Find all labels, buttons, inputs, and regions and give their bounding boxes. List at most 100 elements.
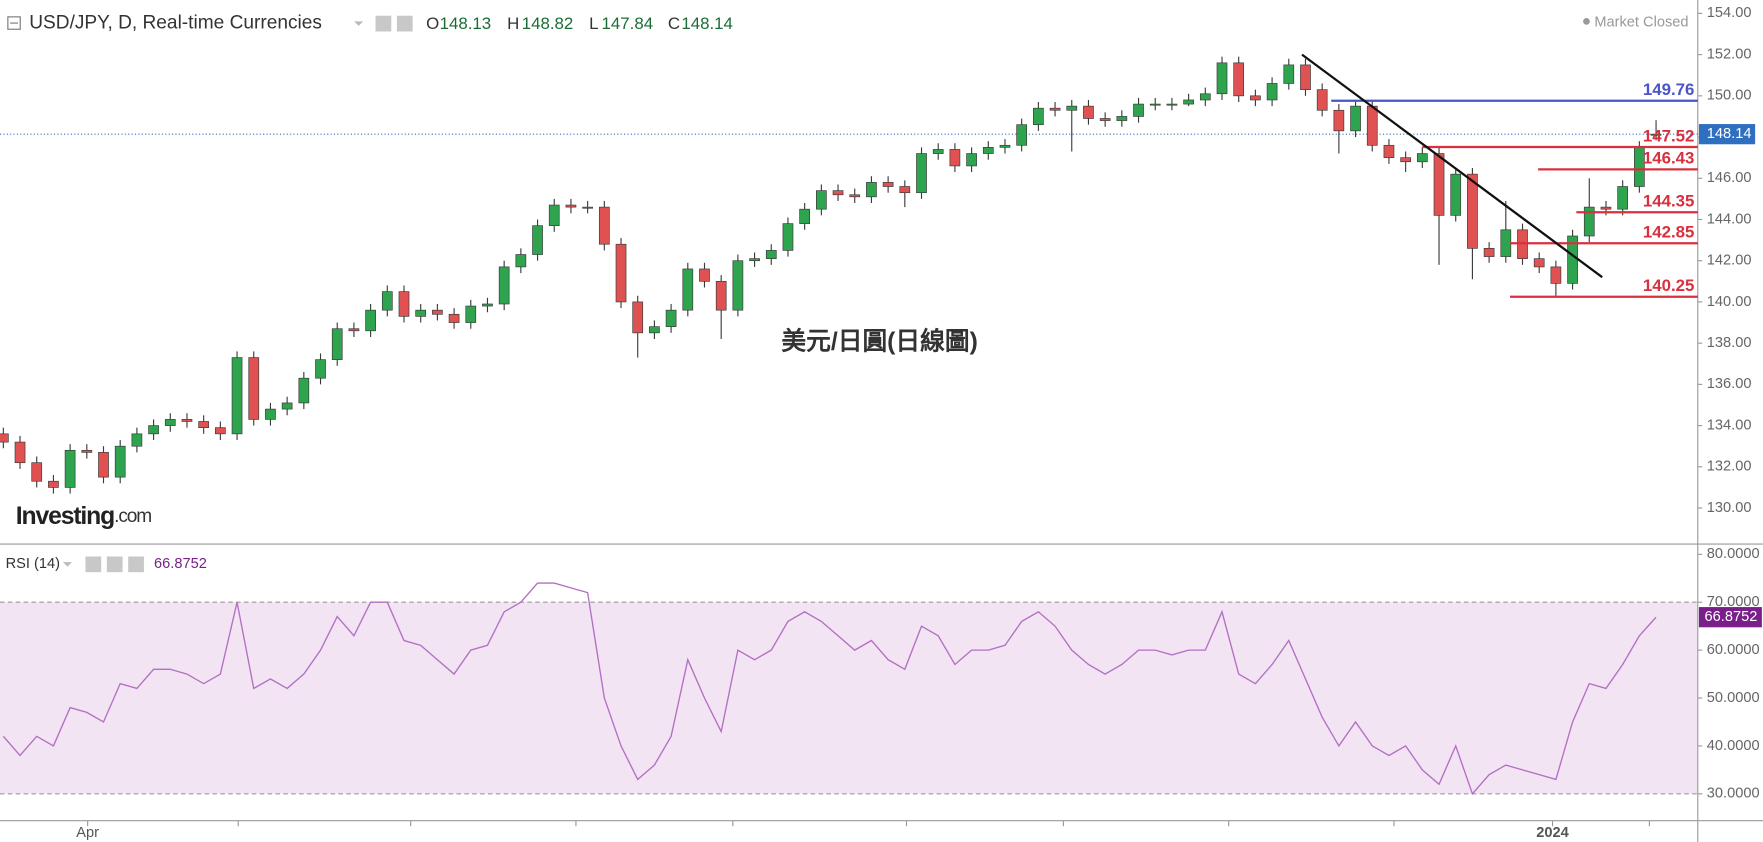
- last-price-tag-label: 148.14: [1707, 126, 1752, 142]
- y-tick-label: 146.00: [1707, 170, 1752, 186]
- candle-body: [365, 309, 376, 332]
- candle-body: [1617, 186, 1629, 210]
- visibility-icon[interactable]: [375, 15, 392, 32]
- y-tick-label: 136.00: [1707, 376, 1752, 392]
- ohlc-readout: O 148.13 H 148.82 L 147.84 C 148.14: [426, 14, 733, 33]
- candle-body: [832, 190, 844, 196]
- candle-body: [114, 445, 126, 478]
- candle-body: [415, 309, 427, 317]
- candle-body: [1500, 229, 1512, 257]
- candle-body: [1016, 124, 1028, 146]
- trend-line: [1301, 53, 1603, 279]
- candle-body: [749, 258, 760, 262]
- status-dot: [1583, 17, 1590, 25]
- candle-body: [1316, 89, 1328, 111]
- candle-body: [816, 190, 827, 210]
- y-tick-label: 132.00: [1707, 459, 1752, 475]
- candle-body: [81, 449, 93, 453]
- level-label: 147.52: [1643, 126, 1695, 145]
- candle-body: [98, 452, 109, 478]
- candle-body: [181, 419, 193, 422]
- y-tick-label: 130.00: [1707, 500, 1752, 516]
- candle-body: [1650, 133, 1662, 136]
- rsi-tick-label: 50.0000: [1707, 690, 1760, 706]
- rsi-line: [2, 582, 1657, 796]
- level-label: 140.25: [1643, 276, 1695, 295]
- candle-body: [164, 419, 176, 426]
- title-dropdown[interactable]: [354, 21, 364, 26]
- rsi-current-value: 66.8752: [154, 556, 207, 572]
- ohlc-label: H: [507, 14, 519, 33]
- candle-body: [1216, 62, 1228, 95]
- rsi-background: [0, 601, 1698, 795]
- candle-body: [1116, 116, 1128, 121]
- candle-body: [765, 250, 777, 259]
- candle-body: [198, 421, 210, 428]
- candle-body: [1283, 64, 1295, 84]
- candle-body: [916, 153, 927, 194]
- symbol-title[interactable]: USD/JPY, D, Real-time Currencies: [29, 13, 322, 34]
- candle-body: [1266, 83, 1278, 101]
- candle-body: [1483, 248, 1495, 257]
- rsi-tick-label: 70.0000: [1707, 594, 1760, 610]
- candle-body: [48, 480, 59, 488]
- collapse-icon[interactable]: [7, 16, 21, 30]
- candle-body: [131, 433, 143, 447]
- logo-main: Investing: [16, 503, 114, 530]
- candle-body: [649, 326, 660, 334]
- ohlc-value: 148.13: [440, 14, 492, 33]
- rsi-tag-label: 66.8752: [1705, 609, 1758, 625]
- candle-body: [298, 377, 310, 404]
- candle-body: [1183, 99, 1194, 105]
- candle-body: [281, 402, 293, 410]
- rsi-tick-label: 80.0000: [1707, 546, 1760, 562]
- candle-body: [1250, 95, 1261, 101]
- candle-body: [482, 303, 493, 307]
- y-tick-label: 152.00: [1707, 46, 1752, 62]
- level-label: 149.76: [1643, 80, 1695, 99]
- candle-body: [1583, 206, 1595, 237]
- rsi-dropdown[interactable]: [62, 562, 72, 567]
- y-tick-label: 144.00: [1707, 211, 1752, 227]
- candle-body: [31, 462, 43, 482]
- candle-body: [1049, 107, 1061, 111]
- rsi-visibility-icon[interactable]: [85, 556, 102, 573]
- candle-body: [1366, 105, 1378, 146]
- settings-icon[interactable]: [396, 15, 413, 32]
- candle-body: [14, 441, 26, 464]
- candle-body: [215, 427, 226, 435]
- candle-body: [949, 149, 961, 167]
- candle-body: [231, 357, 243, 435]
- candle-body: [1400, 157, 1411, 163]
- candle-body: [381, 291, 393, 311]
- candle-body: [315, 359, 326, 379]
- candle-body: [966, 153, 977, 167]
- y-tick-label: 134.00: [1707, 417, 1752, 433]
- candle-body: [1550, 266, 1562, 284]
- candle-body: [498, 266, 510, 305]
- candle-body: [532, 225, 543, 255]
- candle-body: [1467, 173, 1478, 249]
- rsi-title[interactable]: RSI (14): [6, 556, 60, 572]
- rsi-settings-icon[interactable]: [106, 556, 123, 573]
- candle-body: [932, 149, 944, 154]
- level-label: 142.85: [1643, 223, 1695, 242]
- candle-body: [1233, 62, 1245, 97]
- rsi-tick-label: 30.0000: [1707, 786, 1760, 802]
- rsi-remove-icon[interactable]: [128, 556, 144, 573]
- candle-body: [849, 194, 861, 198]
- candle-body: [699, 268, 710, 282]
- y-tick-label: 154.00: [1707, 5, 1752, 21]
- candle-body: [148, 425, 159, 435]
- candle-body: [1199, 93, 1211, 101]
- candle-body: [715, 280, 727, 311]
- candle-body: [1083, 105, 1094, 119]
- logo-suffix: .com: [114, 506, 151, 527]
- candle-body: [0, 433, 9, 443]
- ohlc-label: O: [426, 14, 439, 33]
- logo: Investing.com: [16, 503, 152, 530]
- candle-body: [1333, 109, 1345, 132]
- candle-body: [1149, 103, 1161, 106]
- ohlc-value: 148.14: [681, 14, 733, 33]
- rsi-tag: [1698, 607, 1762, 628]
